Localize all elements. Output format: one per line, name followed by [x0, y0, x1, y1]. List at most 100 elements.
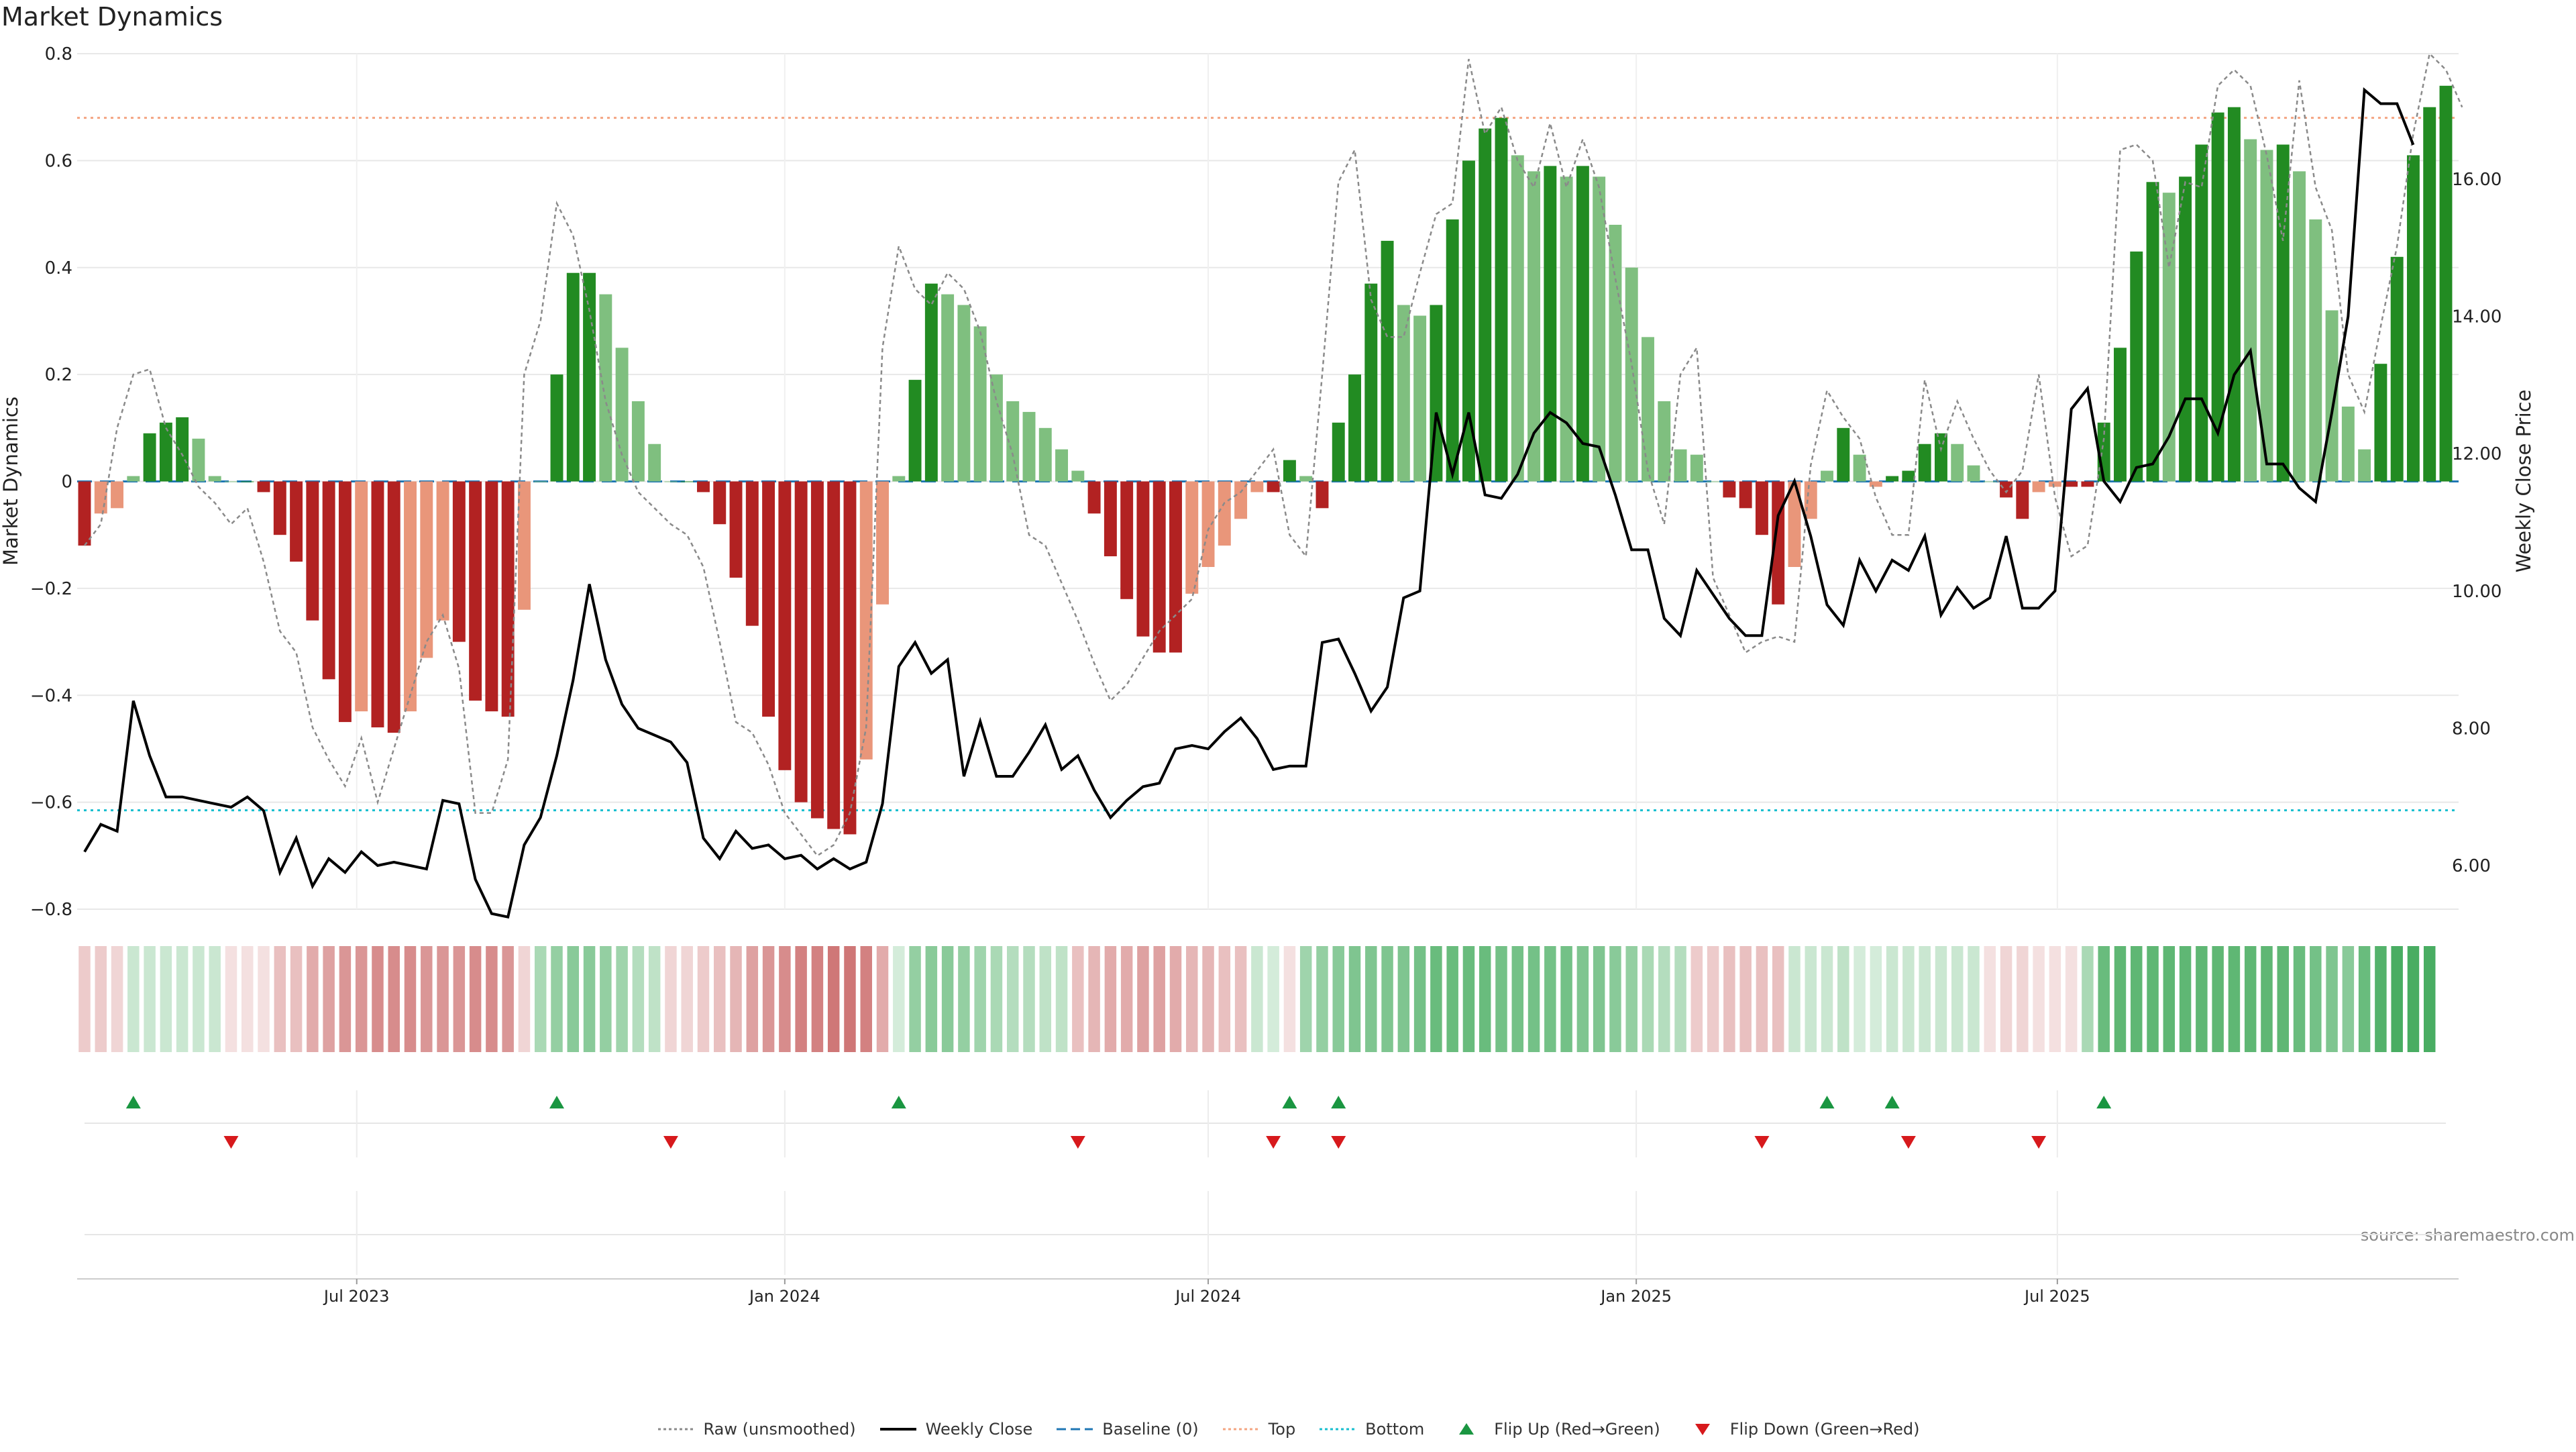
regime-tile — [1006, 946, 1019, 1052]
y-tick-label: −0.8 — [30, 900, 72, 920]
regime-tile — [1919, 946, 1931, 1052]
y2-tick-label: 6.00 — [2452, 856, 2491, 876]
bar — [485, 481, 498, 712]
regime-tile — [714, 946, 726, 1052]
regime-tile — [2179, 946, 2192, 1052]
bar — [2114, 348, 2127, 482]
bar — [745, 481, 759, 626]
bar — [697, 481, 710, 492]
regime-tile — [2114, 946, 2127, 1052]
regime-tile — [2310, 946, 2322, 1052]
regime-strip — [78, 946, 2436, 1052]
legend-label: Weekly Close — [925, 1420, 1033, 1439]
regime-tile — [1332, 946, 1344, 1052]
regime-tile — [2261, 946, 2273, 1052]
regime-tile — [1462, 946, 1475, 1052]
legend-swatch — [1057, 1428, 1093, 1431]
regime-tile — [925, 946, 938, 1052]
regime-tile — [2277, 946, 2289, 1052]
flip-up-marker — [1819, 1096, 1835, 1108]
bar — [2016, 481, 2029, 519]
bar — [1495, 117, 1508, 482]
regime-tile — [1413, 946, 1426, 1052]
regime-tile — [469, 946, 482, 1052]
bar — [2081, 481, 2094, 487]
bar — [1869, 481, 1882, 487]
bar — [1332, 422, 1345, 482]
regime-tile — [1935, 946, 1947, 1052]
regime-tile — [860, 946, 872, 1052]
y-tick-label: −0.4 — [30, 686, 72, 706]
y-tick-label: 0 — [61, 472, 72, 492]
legend-item: Weekly Close — [879, 1420, 1033, 1439]
bar — [1201, 481, 1215, 567]
bar — [1120, 481, 1134, 599]
line-series — [83, 52, 2463, 919]
bar — [2390, 256, 2404, 482]
regime-tile — [827, 946, 840, 1052]
bar — [192, 438, 205, 482]
regime-tile — [1788, 946, 1801, 1052]
regime-tile — [1837, 946, 1849, 1052]
bar — [1576, 166, 1589, 482]
regime-tile — [144, 946, 156, 1052]
bar — [1527, 171, 1541, 482]
flip-up-marker — [1282, 1096, 1297, 1108]
regime-tile — [78, 946, 91, 1052]
flip-markers — [85, 1090, 2446, 1275]
bar — [371, 481, 384, 728]
bar — [2244, 139, 2257, 482]
bar — [2032, 481, 2045, 492]
legend-swatch — [879, 1428, 916, 1431]
bar — [322, 481, 335, 680]
regime-tile — [307, 946, 319, 1052]
regime-tile — [2407, 946, 2420, 1052]
regime-tile — [2423, 946, 2436, 1052]
regime-tile — [1267, 946, 1279, 1052]
bar — [501, 481, 515, 717]
regime-tile — [990, 946, 1003, 1052]
legend-label: Top — [1268, 1420, 1296, 1439]
bar — [1055, 449, 1069, 482]
bar — [2146, 182, 2159, 482]
bar — [1674, 449, 1687, 482]
regime-tile — [274, 946, 286, 1052]
regime-tile — [1772, 946, 1784, 1052]
flip-up-marker — [1331, 1096, 1346, 1108]
legend-label: Bottom — [1365, 1420, 1425, 1439]
bar — [1462, 160, 1475, 482]
bar — [290, 481, 303, 562]
regime-tile — [2000, 946, 2012, 1052]
chart-title: Market Dynamics — [1, 2, 223, 32]
bar — [973, 326, 987, 482]
regime-tile — [1609, 946, 1621, 1052]
bar — [1446, 219, 1459, 482]
regime-tile — [1756, 946, 1768, 1052]
y-tick-label: 0.6 — [45, 151, 72, 171]
bar — [1609, 225, 1622, 482]
bar — [273, 481, 286, 535]
bar — [2048, 481, 2061, 487]
y2-axis-label: Weekly Close Price — [2512, 390, 2535, 573]
regime-tile — [1104, 946, 1117, 1052]
bar — [1364, 283, 1378, 482]
bar — [1381, 240, 1394, 482]
regime-tile — [193, 946, 205, 1052]
bar — [1788, 481, 1801, 567]
flip-up-marker — [891, 1096, 906, 1108]
regime-tile — [941, 946, 954, 1052]
bar — [1755, 481, 1768, 535]
flip-down-marker — [1331, 1136, 1346, 1149]
bar — [1772, 481, 1785, 605]
bar — [1348, 374, 1361, 482]
regime-tile — [2017, 946, 2029, 1052]
bar — [2211, 112, 2224, 482]
regime-tile — [2244, 946, 2257, 1052]
bar — [876, 481, 889, 605]
regime-tile — [762, 946, 775, 1052]
regime-tile — [811, 946, 824, 1052]
regime-tile — [1560, 946, 1572, 1052]
regime-tile — [1023, 946, 1035, 1052]
regime-tile — [388, 946, 400, 1052]
bar — [420, 481, 433, 658]
